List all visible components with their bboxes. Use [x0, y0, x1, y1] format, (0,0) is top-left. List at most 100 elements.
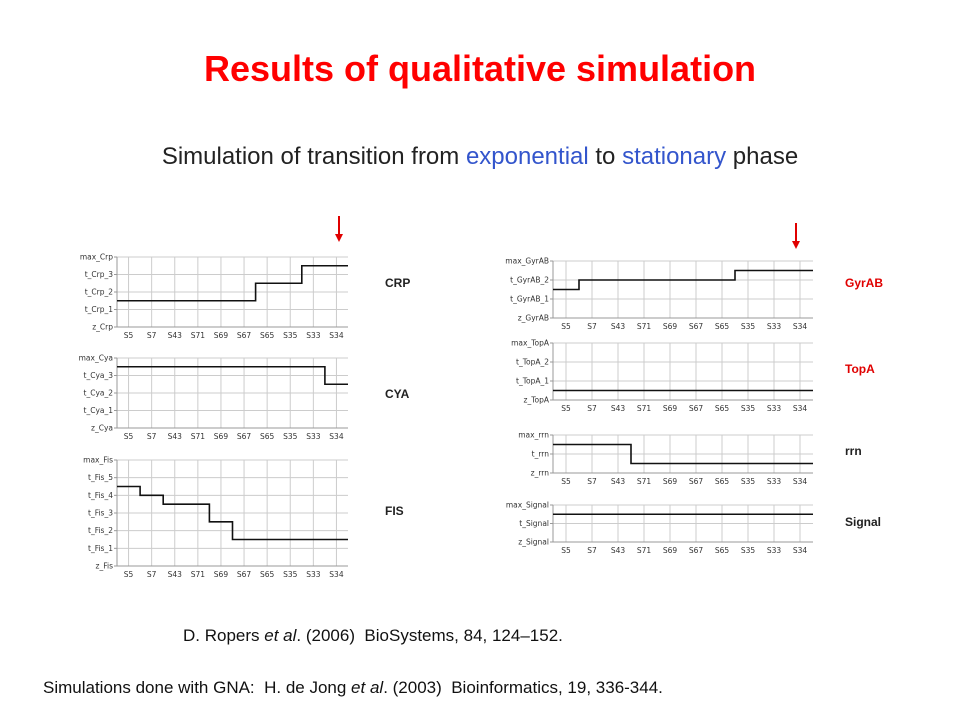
- x-tick-label: S7: [587, 546, 597, 555]
- gene-label-gyrab: GyrAB: [845, 276, 883, 290]
- x-tick-label: S5: [124, 570, 134, 579]
- series-line-fis: [117, 485, 348, 541]
- subtitle-text-3: phase: [726, 143, 799, 170]
- y-tick-label: t_Crp_1: [85, 305, 114, 314]
- y-tick-label: t_GyrAB_1: [510, 295, 549, 304]
- x-tick-label: S43: [611, 477, 626, 486]
- y-tick-label: z_Fis: [96, 562, 114, 571]
- y-tick-label: max_Cya: [79, 354, 113, 363]
- x-tick-label: S65: [260, 331, 275, 340]
- x-tick-label: S33: [767, 546, 782, 555]
- citation-ropers-etal: et al: [264, 626, 297, 645]
- slide-subtitle: Simulation of transition from exponentia…: [0, 143, 960, 171]
- y-tick-label: t_TopA_2: [516, 358, 549, 367]
- series-line-gyrab: [553, 269, 813, 291]
- x-tick-label: S34: [329, 432, 344, 441]
- y-tick-label: t_Fis_2: [88, 526, 113, 535]
- x-tick-label: S33: [306, 331, 321, 340]
- citation-ropers: D. Ropers et al. (2006) BioSystems, 84, …: [183, 626, 563, 646]
- subtitle-highlight-exponential: exponential: [465, 143, 589, 170]
- x-tick-label: S5: [561, 477, 571, 486]
- series-line-rrn: [553, 443, 813, 465]
- panel-gyrab: z_GyrAB t_GyrAB_1 t_GyrAB_2 max_GyrAB S5 S7 S4…: [505, 257, 883, 332]
- x-tick-label: S43: [611, 322, 626, 331]
- x-tick-label: S69: [214, 570, 229, 579]
- panel-cya: z_Cya t_Cya_1 t_Cya_2 t_Cya_3 max_Cya S5 S7 S43…: [79, 354, 410, 442]
- x-tick-label: S7: [587, 322, 597, 331]
- x-tick-label: S43: [611, 546, 626, 555]
- y-tick-label: z_Signal: [518, 538, 549, 547]
- x-tick-label: S67: [237, 432, 252, 441]
- slide-title: Results of qualitative simulation: [203, 48, 757, 89]
- x-tick-label: S33: [767, 404, 782, 413]
- x-tick-label: S7: [587, 477, 597, 486]
- x-tick-label: S35: [741, 546, 756, 555]
- x-tick-label: S5: [124, 331, 134, 340]
- x-tick-label: S34: [329, 331, 344, 340]
- y-tick-label: max_rrn: [518, 431, 549, 440]
- subtitle-highlight-stationary: stationary: [622, 143, 727, 170]
- gene-label-rrn: rrn: [845, 444, 862, 458]
- y-tick-label: t_Crp_3: [85, 270, 114, 279]
- x-tick-label: S67: [689, 477, 704, 486]
- x-tick-label: S71: [637, 322, 652, 331]
- y-tick-label: t_Cya_1: [84, 406, 114, 415]
- x-tick-label: S33: [767, 322, 782, 331]
- x-tick-label: S69: [214, 432, 229, 441]
- arrow-head: [792, 241, 800, 249]
- x-tick-label: S33: [767, 477, 782, 486]
- x-tick-label: S65: [715, 404, 730, 413]
- panel-signal: z_Signal t_Signal max_Signal S5 S7 S43 S71 S69 S…: [506, 501, 881, 556]
- x-tick-label: S43: [611, 404, 626, 413]
- y-tick-label: t_Signal: [519, 519, 549, 528]
- x-tick-label: S69: [663, 477, 678, 486]
- y-tick-label: t_Fis_4: [88, 491, 113, 500]
- subtitle-text-1: Simulation of transition from: [161, 143, 466, 170]
- x-tick-label: S65: [260, 570, 275, 579]
- x-tick-label: S33: [306, 570, 321, 579]
- transition-arrow: [792, 223, 800, 249]
- x-tick-label: S5: [124, 432, 134, 441]
- citation-gna-etal: et al: [351, 678, 384, 697]
- gene-label-topa: TopA: [845, 362, 875, 376]
- subtitle-text-2: to: [588, 143, 623, 170]
- panel-crp: z_Crp t_Crp_1 t_Crp_2 t_Crp_3 max_Crp S5 S7 S43…: [80, 253, 411, 341]
- y-tick-label: z_Crp: [92, 323, 113, 332]
- y-tick-label: t_Cya_2: [84, 389, 114, 398]
- citation-ropers-author: D. Ropers: [183, 626, 265, 645]
- x-tick-label: S35: [741, 322, 756, 331]
- x-tick-label: S5: [561, 546, 571, 555]
- x-tick-label: S65: [260, 432, 275, 441]
- x-tick-label: S67: [689, 546, 704, 555]
- y-tick-label: z_GyrAB: [518, 314, 549, 323]
- x-tick-label: S71: [637, 477, 652, 486]
- gene-label-cya: CYA: [385, 387, 410, 401]
- x-tick-label: S5: [561, 404, 571, 413]
- x-tick-label: S71: [637, 404, 652, 413]
- x-tick-label: S43: [168, 570, 183, 579]
- x-tick-label: S35: [283, 570, 298, 579]
- x-tick-label: S7: [587, 404, 597, 413]
- citation-ropers-ref: . (2006) BioSystems, 84, 124–152.: [296, 626, 563, 645]
- x-tick-label: S69: [663, 546, 678, 555]
- x-tick-label: S71: [191, 570, 206, 579]
- citation-gna: Simulations done with GNA: H. de Jong et…: [43, 678, 663, 698]
- x-tick-label: S65: [715, 546, 730, 555]
- x-tick-label: S33: [306, 432, 321, 441]
- y-tick-label: z_TopA: [524, 396, 550, 405]
- y-tick-label: t_Fis_1: [88, 544, 113, 553]
- x-tick-label: S34: [793, 322, 808, 331]
- x-tick-label: S34: [793, 546, 808, 555]
- y-tick-label: max_Crp: [80, 253, 113, 262]
- y-tick-label: max_TopA: [511, 339, 550, 348]
- x-tick-label: S71: [191, 331, 206, 340]
- x-tick-label: S67: [689, 404, 704, 413]
- y-tick-label: t_Cya_3: [84, 371, 114, 380]
- y-tick-label: t_Fis_3: [88, 509, 113, 518]
- x-tick-label: S7: [147, 331, 157, 340]
- x-tick-label: S69: [214, 331, 229, 340]
- x-tick-label: S69: [663, 404, 678, 413]
- x-tick-label: S35: [283, 432, 298, 441]
- x-tick-label: S35: [741, 477, 756, 486]
- x-tick-label: S67: [237, 331, 252, 340]
